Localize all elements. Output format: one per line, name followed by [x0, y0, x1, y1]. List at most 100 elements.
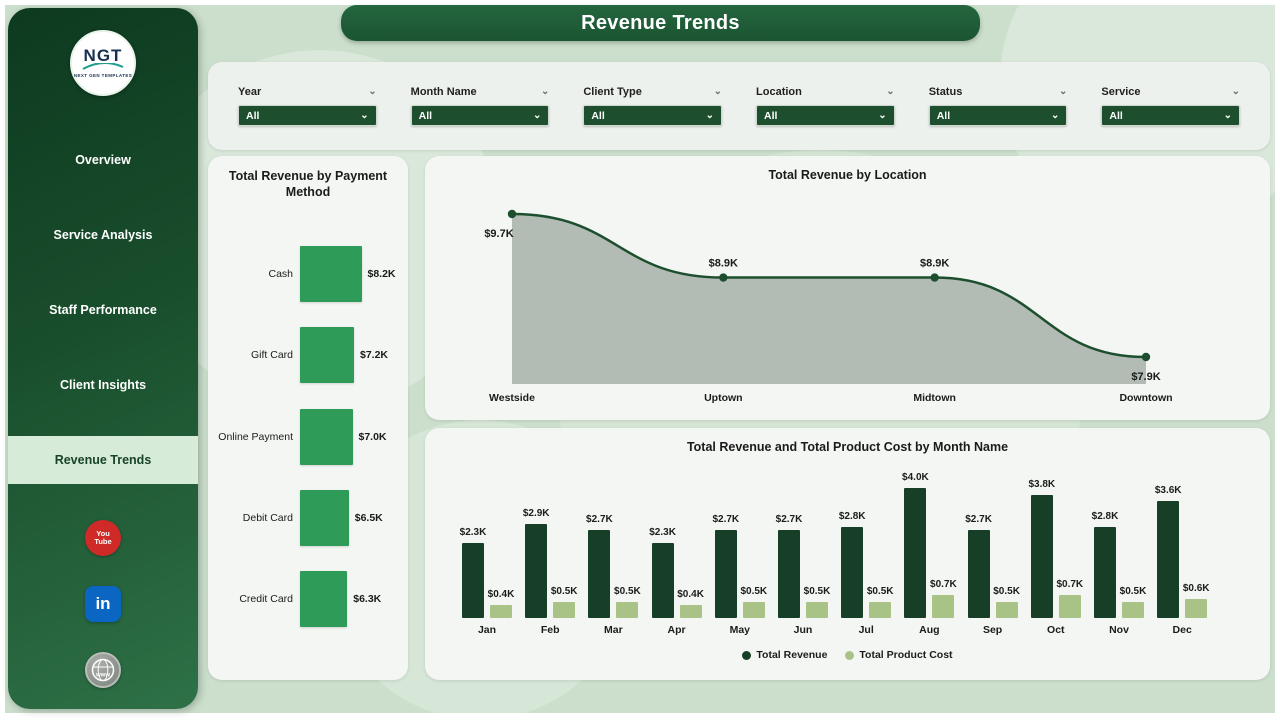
cost-bar-jul[interactable] [869, 601, 892, 618]
cost-bar-sep[interactable] [995, 601, 1018, 618]
payment-category-label: Gift Card [250, 349, 293, 362]
logo-swoosh-icon [82, 63, 124, 70]
youtube-icon[interactable]: You Tube [85, 520, 121, 556]
revenue-bar-jan[interactable] [462, 543, 484, 618]
payment-row: Cash $8.2K [208, 246, 408, 302]
revenue-bar-jul[interactable] [841, 527, 864, 618]
payment-category-label: Credit Card [239, 593, 293, 605]
revenue-bar-apr[interactable] [651, 543, 674, 618]
data-point-downtown[interactable] [1141, 352, 1151, 362]
revenue-bar-nov[interactable] [1094, 527, 1116, 618]
legend-item-total-product-cost: Total Product Cost [845, 649, 953, 661]
filter-service: Service ⌄ All ⌄ [1101, 86, 1241, 126]
filter-dropdown-year[interactable]: All ⌄ [238, 105, 377, 126]
x-axis-label-nov: Nov [1109, 624, 1129, 636]
payment-bar-cash[interactable] [300, 246, 362, 302]
filter-dropdown-month-name[interactable]: All ⌄ [410, 105, 550, 126]
payment-value-label: $7.2K [360, 349, 389, 362]
chevron-down-icon[interactable]: ⌄ [540, 86, 550, 97]
filter-label-text: Client Type [583, 86, 642, 98]
payment-value-label: $6.5K [354, 511, 383, 524]
sidebar: NGT NEXT GEN TEMPLATES Overview Service A… [8, 8, 198, 709]
payment-method-panel: Total Revenue by Payment Method Cash $8.2… [208, 156, 408, 680]
filter-dropdown-status[interactable]: All ⌄ [928, 105, 1068, 126]
chevron-down-icon[interactable]: ⌄ [1231, 86, 1241, 97]
revenue-bar-jun[interactable] [778, 530, 800, 618]
sidebar-nav: Overview Service Analysis Staff Performanc… [8, 136, 198, 511]
revenue-bar-aug[interactable] [904, 488, 927, 618]
cost-value-label: $0.5K [866, 585, 894, 597]
area-fill [512, 214, 1146, 384]
sidebar-item-staff-performance[interactable]: Staff Performance [49, 303, 157, 317]
cost-bar-jan[interactable] [490, 605, 512, 618]
sidebar-item-service-analysis[interactable]: Service Analysis [53, 228, 153, 242]
cost-bar-dec[interactable] [1185, 598, 1208, 618]
sidebar-item-client-insights[interactable]: Client Insights [59, 378, 147, 392]
filter-client-type: Client Type ⌄ All ⌄ [583, 86, 723, 126]
revenue-bar-feb[interactable] [525, 523, 548, 618]
filter-dropdown-client-type[interactable]: All ⌄ [583, 105, 723, 126]
x-axis-label-jan: Jan [477, 624, 497, 636]
filter-label: Service ⌄ [1101, 86, 1240, 98]
payment-row: Gift Card $7.2K [208, 327, 408, 384]
filter-year: Year ⌄ All ⌄ [238, 86, 377, 126]
filter-selected-value: All [591, 109, 605, 122]
filter-selected-value: All [764, 109, 778, 122]
area-line [511, 212, 1147, 359]
chevron-down-icon[interactable]: ⌄ [713, 86, 723, 97]
cost-value-label: $0.5K [1119, 585, 1147, 597]
revenue-bar-mar[interactable] [588, 530, 611, 618]
chevron-down-icon: ⌄ [1223, 109, 1233, 121]
cost-bar-aug[interactable] [932, 595, 955, 618]
payment-value-label: $7.0K [358, 430, 387, 443]
revenue-value-label: $2.7K [712, 514, 740, 526]
x-axis-label-may: May [729, 624, 751, 636]
revenue-bar-may[interactable] [714, 530, 737, 618]
chart-legend: Total Revenue Total Product Cost [425, 649, 1270, 661]
payment-bar-gift-card[interactable] [300, 327, 354, 384]
filter-bar: Year ⌄ All ⌄ Month Name ⌄ All ⌄ Client Type ⌄ All ⌄… [208, 62, 1270, 150]
cost-bar-mar[interactable] [616, 601, 639, 618]
chevron-down-icon[interactable]: ⌄ [368, 86, 377, 97]
location-chart-title: Total Revenue by Location [768, 168, 927, 182]
revenue-value-label: $2.7K [965, 514, 992, 526]
revenue-bar-sep[interactable] [967, 530, 990, 618]
filter-dropdown-service[interactable]: All ⌄ [1101, 105, 1241, 126]
page-title-banner: Revenue Trends [341, 5, 980, 41]
legend-item-total-revenue: Total Revenue [742, 649, 827, 661]
linkedin-icon[interactable]: in [85, 586, 121, 622]
cost-bar-apr[interactable] [679, 605, 702, 618]
cost-value-label: $0.7K [930, 579, 957, 591]
globe-icon[interactable]: www [85, 652, 121, 688]
filter-label-text: Month Name [410, 86, 477, 98]
payment-chart-title: Total Revenue by Payment Method [228, 169, 388, 199]
chevron-down-icon[interactable]: ⌄ [1058, 86, 1068, 97]
cost-value-label: $0.5K [550, 585, 578, 597]
legend-label: Total Product Cost [859, 649, 953, 661]
cost-bar-jun[interactable] [806, 601, 828, 618]
payment-bar-online-payment[interactable] [300, 408, 353, 465]
data-point-midtown[interactable] [930, 273, 939, 282]
ngt-logo: NGT NEXT GEN TEMPLATES [70, 30, 136, 96]
globe-glyph: www [91, 658, 115, 682]
data-point-westside[interactable] [507, 209, 517, 219]
data-point-uptown[interactable] [719, 273, 728, 282]
page-title: Revenue Trends [581, 11, 740, 34]
cost-bar-may[interactable] [742, 601, 765, 618]
payment-bar-debit-card[interactable] [300, 489, 349, 546]
chevron-down-icon[interactable]: ⌄ [886, 86, 895, 97]
cost-bar-oct[interactable] [1058, 595, 1081, 618]
youtube-text: Tube [94, 537, 112, 546]
payment-bar-credit-card[interactable] [300, 571, 348, 627]
filter-dropdown-location[interactable]: All ⌄ [756, 105, 895, 126]
sidebar-item-overview[interactable]: Overview [75, 153, 131, 167]
revenue-bar-dec[interactable] [1157, 501, 1180, 618]
filter-label-text: Location [756, 86, 802, 98]
cost-bar-feb[interactable] [553, 601, 576, 618]
revenue-bar-oct[interactable] [1030, 494, 1053, 618]
monthly-panel: Total Revenue and Total Product Cost by … [425, 428, 1270, 680]
cost-bar-nov[interactable] [1122, 601, 1144, 618]
sidebar-item-revenue-trends[interactable]: Revenue Trends [8, 436, 198, 484]
cost-value-label: $0.5K [803, 585, 831, 597]
